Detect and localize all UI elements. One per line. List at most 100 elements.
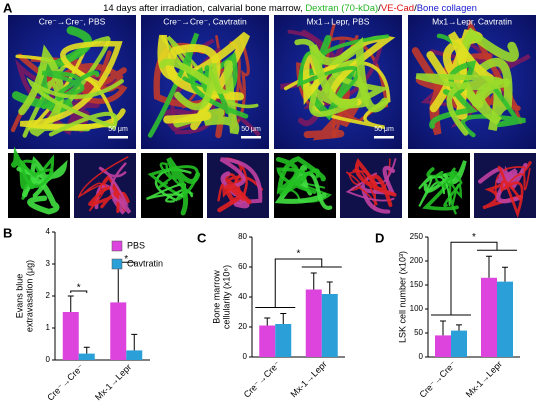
- y-axis-label: extravasation (μg): [24, 260, 34, 332]
- y-axis-label: Bone marrow: [211, 270, 221, 324]
- y-tick-label: 100: [410, 304, 424, 313]
- vessel: [345, 158, 397, 202]
- panel-title: 14 days after irradiation, calvarial bon…: [103, 3, 477, 14]
- vessel: [415, 73, 504, 136]
- vessel: [21, 177, 60, 215]
- vessel: [360, 165, 396, 214]
- bar: [62, 312, 79, 360]
- sig-connector: [450, 241, 498, 315]
- bar: [497, 281, 513, 357]
- x-tick-label: Cre⁻→Cre⁻: [45, 362, 86, 403]
- error-bar: [440, 320, 446, 336]
- image-label: Mx1→Lepr, Cavtratin: [432, 16, 512, 26]
- sig-label: *: [297, 249, 301, 260]
- scale-bar: [241, 136, 261, 139]
- panel-letter: C: [197, 230, 207, 245]
- y-tick-label: 150: [410, 280, 424, 289]
- error-bar: [131, 333, 138, 351]
- vessel: [19, 159, 54, 188]
- panel-letter: A: [3, 0, 13, 15]
- error-bar: [326, 281, 333, 294]
- vessel: [163, 43, 244, 124]
- vessel: [309, 36, 389, 113]
- x-tick-label: Mx-1→Lepr: [289, 359, 329, 399]
- legend-label: Cavtratin: [127, 258, 163, 268]
- vessel: [41, 70, 100, 110]
- panel-letter: D: [375, 230, 384, 245]
- sig-label: *: [472, 232, 476, 243]
- vessel: [418, 175, 451, 207]
- y-tick-label: 200: [410, 256, 424, 265]
- bar: [321, 294, 338, 357]
- image-label: Cre⁻→Cre⁻, PBS: [39, 16, 106, 26]
- image-label: Cre⁻→Cre⁻, Cavtratin: [163, 16, 247, 26]
- error-bar: [280, 313, 287, 324]
- bar: [435, 335, 451, 357]
- bar: [481, 277, 497, 357]
- sig-label: *: [77, 283, 81, 294]
- vessel: [497, 165, 524, 219]
- error-bar: [67, 295, 74, 312]
- scale-bar: [108, 136, 128, 139]
- legend-swatch: [111, 240, 123, 252]
- bar: [110, 302, 127, 360]
- title-part: Bone collagen: [417, 3, 477, 14]
- y-tick-label: 0: [419, 352, 424, 361]
- y-tick-label: 1: [46, 323, 51, 332]
- vessel: [77, 156, 129, 212]
- error-bar: [486, 255, 492, 278]
- y-tick-label: 80: [238, 232, 247, 241]
- error-bar: [456, 324, 462, 331]
- y-tick-label: 60: [238, 262, 247, 271]
- vessel: [158, 162, 194, 195]
- y-tick-label: 3: [46, 259, 51, 268]
- sig-label: *: [124, 254, 128, 265]
- y-tick-label: 0: [46, 355, 51, 364]
- vessel: [16, 156, 68, 198]
- y-tick-label: 4: [46, 227, 51, 236]
- legend-swatch: [111, 258, 123, 270]
- image-label: Mx1→Lepr, PBS: [307, 16, 370, 26]
- x-tick-label: Cre⁻→Cre⁻: [417, 359, 458, 400]
- vessel: [217, 180, 252, 213]
- error-bar: [264, 317, 271, 326]
- y-tick-label: 50: [414, 328, 423, 337]
- bar: [305, 289, 322, 357]
- vessel: [434, 170, 463, 208]
- vessel: [354, 158, 397, 208]
- title-part: VE-Cad: [381, 3, 414, 14]
- scale-bar-label: 50 μm: [241, 126, 261, 133]
- y-tick-label: 250: [410, 232, 424, 241]
- bar: [259, 325, 276, 357]
- x-tick-label: Mx-1→Lepr: [93, 362, 133, 402]
- x-tick-label: Mx-1→Lepr: [464, 359, 504, 399]
- legend-label: PBS: [127, 240, 145, 250]
- title-part: Dextran (70-kDa): [305, 3, 378, 14]
- vessel: [276, 167, 320, 197]
- y-axis-label: cellularity (x10⁶): [221, 265, 231, 329]
- y-axis-label: Evans blue: [14, 274, 24, 319]
- error-bar: [310, 272, 317, 290]
- x-tick-label: Cre⁻→Cre⁻: [242, 359, 283, 400]
- vessel: [166, 156, 201, 216]
- bar: [451, 330, 467, 357]
- scale-bar-label: 50 μm: [108, 126, 128, 133]
- y-tick-label: 20: [238, 322, 247, 331]
- title-part: 14 days after irradiation, calvarial bon…: [103, 3, 305, 14]
- y-tick-label: 40: [238, 292, 247, 301]
- sig-connector: [274, 258, 323, 308]
- title-part: /: [414, 3, 417, 14]
- scale-bar: [374, 136, 394, 139]
- y-tick-label: 2: [46, 291, 51, 300]
- sig-bracket: [70, 290, 88, 293]
- bar: [275, 324, 292, 357]
- title-part: /: [378, 3, 381, 14]
- vessel: [19, 41, 126, 131]
- vessel: [26, 77, 124, 137]
- panel-letter: B: [3, 225, 12, 240]
- error-bar: [502, 266, 508, 282]
- vessel: [98, 162, 129, 206]
- vessel: [158, 58, 230, 111]
- y-axis-label: LSK cell number (x10³): [397, 251, 407, 343]
